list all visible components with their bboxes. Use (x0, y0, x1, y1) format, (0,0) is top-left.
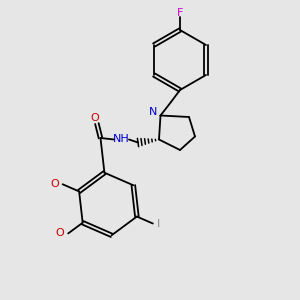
Text: O: O (51, 179, 59, 189)
Text: F: F (177, 8, 183, 18)
Text: NH: NH (113, 134, 130, 145)
Text: O: O (56, 228, 64, 239)
Text: I: I (157, 218, 160, 229)
Text: O: O (90, 113, 99, 123)
Text: N: N (149, 107, 157, 117)
